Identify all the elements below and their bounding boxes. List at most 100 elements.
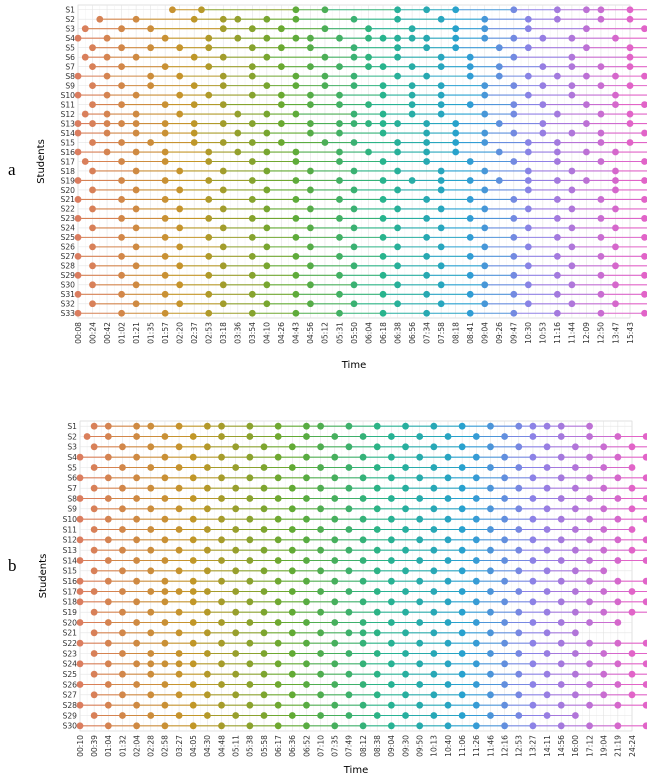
data-point (557, 453, 565, 461)
x-tick-label: 03:18 (219, 322, 228, 344)
data-point (133, 536, 141, 544)
data-point (232, 629, 240, 637)
data-point (345, 443, 353, 451)
y-tick-label: S24 (63, 660, 78, 669)
data-point (553, 215, 561, 222)
data-point (274, 557, 282, 564)
y-tick-label: S11 (61, 100, 76, 109)
data-point (104, 598, 112, 606)
data-point (345, 546, 353, 554)
data-point (161, 196, 169, 203)
y-tick-label: S32 (61, 300, 76, 309)
series-S18 (89, 167, 647, 175)
x-tick-label: 04:43 (292, 322, 301, 344)
y-tick-label: S17 (61, 157, 76, 166)
data-point (89, 224, 96, 232)
x-tick-label: 07:58 (437, 322, 446, 344)
data-point (189, 536, 197, 544)
data-point (430, 443, 438, 451)
data-point (234, 129, 242, 137)
y-tick-label: S5 (67, 463, 77, 472)
data-point (408, 177, 416, 184)
data-point (307, 101, 314, 108)
data-point (641, 309, 647, 317)
data-point (437, 110, 445, 118)
data-point (472, 453, 480, 461)
data-point (292, 177, 300, 184)
data-point (600, 608, 608, 616)
series-S14 (76, 557, 647, 564)
data-point (89, 101, 96, 108)
data-point (642, 515, 647, 523)
data-point (118, 233, 125, 241)
data-point (317, 484, 325, 492)
data-point (529, 422, 537, 430)
data-point (132, 91, 140, 99)
data-point (458, 567, 466, 575)
data-point (118, 158, 125, 165)
x-tick-labels: 00:10 00:39 01:04 01:32 02:04 02:28 02:58 03:27… (76, 735, 637, 757)
data-point (557, 701, 565, 709)
data-point (147, 691, 155, 699)
data-point (553, 177, 561, 184)
data-point (161, 63, 169, 71)
data-point (416, 536, 424, 544)
data-point (89, 300, 96, 308)
data-point (481, 110, 489, 118)
data-point (394, 148, 401, 156)
data-point (423, 139, 431, 146)
data-point (543, 443, 551, 451)
data-point (614, 660, 622, 668)
series-S23 (74, 215, 647, 222)
y-tick-label: S28 (61, 262, 76, 271)
data-point (373, 691, 381, 699)
data-point (553, 309, 561, 317)
data-point (568, 205, 576, 213)
data-point (246, 433, 254, 440)
data-point (444, 577, 452, 585)
data-point (90, 546, 98, 554)
y-tick-label: S27 (63, 691, 78, 700)
data-point (118, 63, 125, 71)
data-point (203, 422, 211, 430)
data-point (379, 233, 387, 241)
data-point (336, 91, 343, 99)
data-point (557, 598, 565, 606)
data-point (571, 443, 579, 451)
series-S22 (76, 639, 647, 647)
data-point (359, 660, 367, 668)
data-point (176, 186, 184, 194)
data-point (104, 701, 112, 709)
data-point (104, 433, 112, 440)
series-S14 (74, 129, 647, 137)
y-tick-label: S19 (61, 176, 76, 185)
data-point (336, 63, 343, 71)
data-point (104, 722, 112, 730)
data-point (586, 660, 593, 668)
data-point (205, 233, 213, 241)
data-point (219, 15, 227, 23)
data-point (626, 53, 634, 61)
data-point (614, 515, 622, 523)
data-point (458, 691, 466, 699)
series-S10 (74, 91, 647, 99)
data-point (387, 722, 395, 730)
data-point (524, 186, 532, 194)
data-point (481, 129, 489, 137)
x-tick-label: 06:52 (302, 735, 311, 757)
x-tick-label: 16:00 (571, 735, 580, 757)
data-point (345, 484, 353, 492)
data-point (161, 598, 169, 606)
data-point (176, 205, 184, 213)
data-point (571, 712, 579, 719)
data-point (557, 619, 565, 626)
data-point (529, 495, 537, 502)
data-point (466, 158, 474, 165)
data-point (466, 215, 474, 222)
y-tick-label: S26 (63, 680, 78, 689)
data-point (317, 443, 325, 451)
data-point (104, 577, 112, 585)
x-tick-label: 11:06 (458, 735, 467, 757)
series-S12 (81, 110, 647, 118)
data-point (147, 567, 155, 575)
